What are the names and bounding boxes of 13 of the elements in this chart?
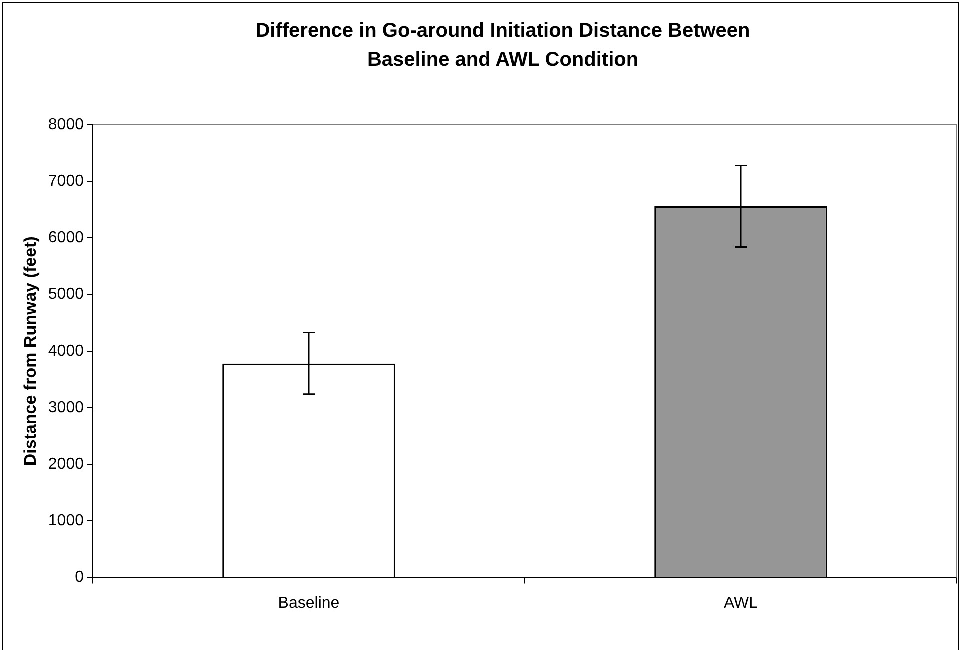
y-tick-label: 5000 [48,286,84,304]
y-tick-label: 6000 [48,230,84,247]
y-tick-label: 8000 [48,116,84,134]
x-tick-label: Baseline [278,594,340,612]
y-tick-label: 3000 [48,399,84,416]
y-tick-label: 4000 [48,342,84,360]
y-tick-label: 0 [75,569,84,586]
y-tick-label: 7000 [48,173,84,190]
chart-title: Difference in Go-around Initiation Distance Between Baseline and AWL Condition [254,19,752,73]
y-axis-title: Distance from Runway (feet) [20,236,40,466]
y-tick-label: 1000 [48,512,84,530]
y-tick-label: 2000 [48,456,84,474]
x-tick-label: AWL [724,594,758,612]
